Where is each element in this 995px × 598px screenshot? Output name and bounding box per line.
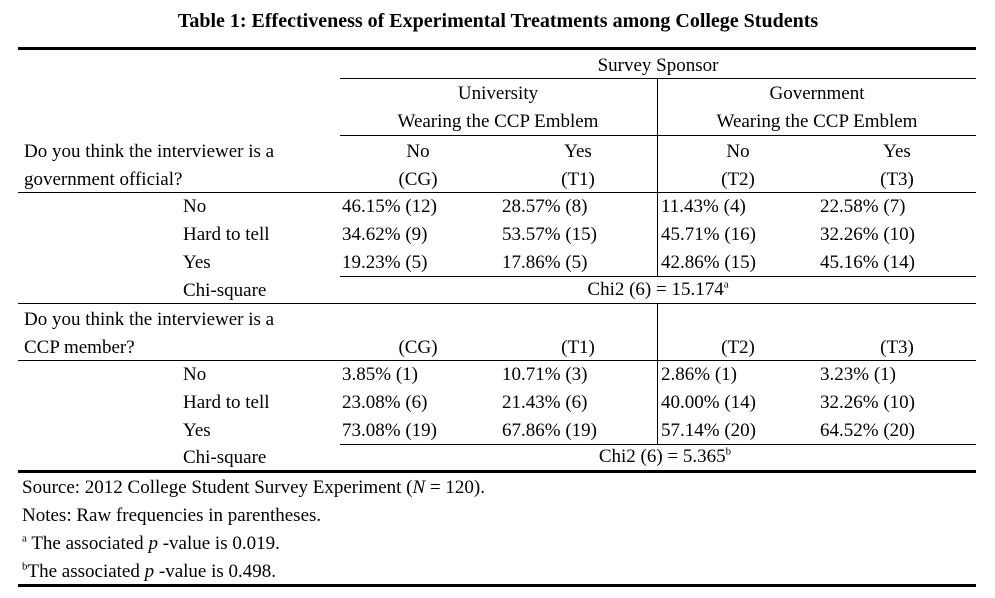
q1-chi-value: Chi2 (6) = 15.174a bbox=[587, 278, 729, 300]
divider-q2 bbox=[657, 360, 658, 444]
table-cell: 3.23% (1) bbox=[820, 364, 896, 385]
q1-col-t3-label: Yes bbox=[883, 141, 911, 162]
q2-question-line1: Do you think the interviewer is a bbox=[24, 309, 275, 330]
table-cell: 46.15% (12) bbox=[342, 196, 437, 217]
table-cell: 73.08% (19) bbox=[342, 420, 437, 441]
row-label: Hard to tell bbox=[183, 392, 270, 413]
university-header: University bbox=[457, 83, 539, 104]
table-cell: 28.57% (8) bbox=[502, 196, 588, 217]
divider-header bbox=[657, 78, 658, 192]
table-cell: 53.57% (15) bbox=[502, 224, 597, 245]
row-label: Hard to tell bbox=[183, 224, 270, 245]
q2-chi-value: Chi2 (6) = 5.365b bbox=[598, 445, 732, 467]
row-label: Yes bbox=[183, 252, 211, 273]
source-note: Source: 2012 College Student Survey Expe… bbox=[22, 477, 485, 498]
table-cell: 2.86% (1) bbox=[661, 364, 737, 385]
notes-raw: Notes: Raw frequencies in parentheses. bbox=[22, 505, 322, 526]
table-cell: 57.14% (20) bbox=[661, 420, 756, 441]
table-title: Table 1: Effectiveness of Experimental T… bbox=[177, 10, 819, 32]
table-cell: 32.26% (10) bbox=[820, 224, 915, 245]
table-cell: 40.00% (14) bbox=[661, 392, 756, 413]
table-cell: 23.08% (6) bbox=[342, 392, 428, 413]
q1-chi-rule bbox=[340, 276, 976, 277]
q1-group-t3: (T3) bbox=[880, 169, 914, 190]
q1-header-rule bbox=[18, 192, 976, 193]
q1-question-line1: Do you think the interviewer is a bbox=[24, 141, 275, 162]
footnote-b: bThe associated p -value is 0.498. bbox=[22, 560, 277, 582]
q2-chi-footnote-mark: b bbox=[725, 445, 732, 458]
q2-chi-rule bbox=[340, 444, 976, 445]
q2-group-cg: (CG) bbox=[398, 337, 438, 358]
q1-group-t2: (T2) bbox=[721, 169, 755, 190]
table-cell: 10.71% (3) bbox=[502, 364, 588, 385]
row-label: No bbox=[183, 364, 207, 385]
table-cell: 45.71% (16) bbox=[661, 224, 756, 245]
q1-chi-label: Chi-square bbox=[183, 280, 267, 301]
q2-group-t1: (T1) bbox=[561, 337, 595, 358]
table-cell: 21.43% (6) bbox=[502, 392, 588, 413]
university-emblem-header: Wearing the CCP Emblem bbox=[397, 111, 599, 132]
row-label: No bbox=[183, 196, 207, 217]
table-cell: 22.58% (7) bbox=[820, 196, 906, 217]
group-rule bbox=[340, 135, 976, 136]
footnote-a: a The associated p -value is 0.019. bbox=[22, 532, 280, 554]
table-cell: 17.86% (5) bbox=[502, 252, 588, 273]
q1-bottom-rule bbox=[18, 303, 976, 304]
q2-group-t2: (T2) bbox=[721, 337, 755, 358]
table-cell: 3.85% (1) bbox=[342, 364, 418, 385]
row-label: Yes bbox=[183, 420, 211, 441]
mid-thick-rule bbox=[18, 470, 976, 473]
q1-col-t2-label: No bbox=[726, 141, 750, 162]
top-rule bbox=[18, 47, 976, 50]
sponsor-rule bbox=[340, 78, 976, 79]
divider-q1 bbox=[657, 192, 658, 276]
table-cell: 11.43% (4) bbox=[661, 196, 746, 217]
q1-col-cg-label: No bbox=[406, 141, 430, 162]
q1-chi-footnote-mark: a bbox=[723, 278, 729, 291]
table-cell: 34.62% (9) bbox=[342, 224, 428, 245]
q1-group-cg: (CG) bbox=[398, 169, 438, 190]
table-cell: 45.16% (14) bbox=[820, 252, 915, 273]
q2-question-line2: CCP member? bbox=[24, 337, 135, 358]
divider-q2-header bbox=[657, 303, 658, 360]
government-header: Government bbox=[769, 83, 865, 104]
q1-question-line2: government official? bbox=[24, 169, 183, 190]
survey-sponsor-header: Survey Sponsor bbox=[597, 55, 719, 76]
table-cell: 32.26% (10) bbox=[820, 392, 915, 413]
table-cell: 42.86% (15) bbox=[661, 252, 756, 273]
table-cell: 67.86% (19) bbox=[502, 420, 597, 441]
q2-header-rule bbox=[18, 360, 976, 361]
table-cell: 64.52% (20) bbox=[820, 420, 915, 441]
q2-group-t3: (T3) bbox=[880, 337, 914, 358]
table-cell: 19.23% (5) bbox=[342, 252, 428, 273]
bottom-rule bbox=[18, 584, 976, 587]
q2-chi-label: Chi-square bbox=[183, 447, 267, 468]
q1-col-t1-label: Yes bbox=[564, 141, 592, 162]
government-emblem-header: Wearing the CCP Emblem bbox=[716, 111, 918, 132]
q1-group-t1: (T1) bbox=[561, 169, 595, 190]
